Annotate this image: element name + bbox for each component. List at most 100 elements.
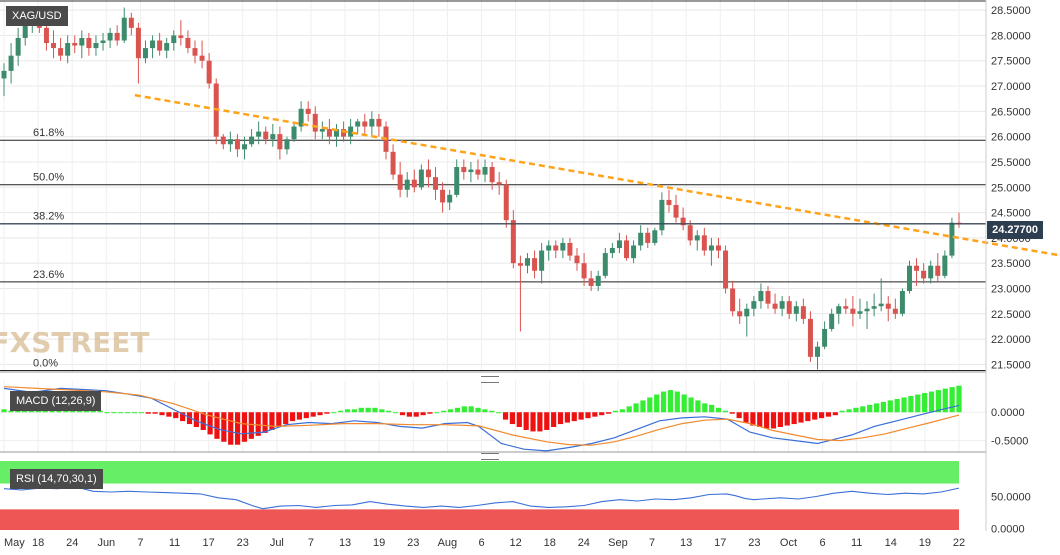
macd-hist-neg	[186, 412, 193, 425]
candle-down	[157, 40, 163, 51]
macd-hist-pos	[454, 407, 461, 413]
candle-down	[440, 189, 446, 203]
candle-up	[93, 43, 99, 49]
candle-up	[638, 232, 644, 246]
candle-down	[220, 136, 226, 145]
candle-up	[546, 245, 552, 251]
pane-resize-handle-rsi[interactable]	[481, 453, 499, 460]
price-axis-tick: 25.0000	[991, 182, 1031, 194]
macd-hist-pos	[344, 409, 351, 413]
macd-hist-neg	[289, 412, 296, 422]
macd-hist-pos	[894, 398, 900, 413]
candle-up	[468, 169, 474, 173]
candle-up	[8, 55, 14, 71]
candle-down	[723, 250, 729, 289]
macd-hist-neg	[276, 412, 282, 428]
time-axis-tick: 13	[680, 537, 692, 549]
macd-hist-neg	[214, 412, 220, 439]
time-axis-tick: 18	[544, 537, 556, 549]
fib-level-label: 50.0%	[33, 172, 64, 184]
candle-down	[510, 220, 516, 264]
macd-hist-neg	[255, 412, 261, 436]
price-axis-tick: 21.5000	[991, 359, 1031, 371]
macd-hist-neg	[544, 412, 550, 430]
candle-down	[737, 311, 743, 317]
macd-hist-pos	[338, 410, 344, 413]
macd-hist-pos	[118, 412, 124, 414]
candle-down	[72, 43, 78, 46]
candle-down	[843, 306, 849, 309]
macd-hist-neg	[578, 412, 584, 420]
time-axis-tick: 7	[137, 537, 143, 549]
pane-resize-handle-macd[interactable]	[481, 376, 499, 383]
macd-hist-pos	[461, 406, 467, 413]
macd-hist-pos	[138, 412, 145, 414]
macd-hist-neg	[234, 412, 241, 445]
fib-level-label: 38.2%	[33, 211, 64, 223]
macd-hist-neg	[152, 412, 158, 414]
candle-down	[475, 169, 481, 175]
candle-up	[79, 37, 85, 46]
macd-hist-neg	[200, 412, 206, 430]
candle-up	[829, 313, 835, 329]
price-axis-tick: 24.5000	[991, 208, 1031, 220]
macd-hist-neg	[221, 412, 227, 442]
time-axis-tick: 6	[820, 537, 826, 549]
time-axis-tick: Aug	[438, 537, 458, 549]
macd-hist-pos	[1, 409, 7, 413]
macd-hist-pos	[468, 406, 474, 413]
macd-hist-pos	[379, 409, 385, 413]
descending-trendline	[134, 93, 1060, 257]
macd-hist-pos	[681, 394, 687, 413]
macd-hist-pos	[667, 390, 674, 413]
macd-hist-neg	[166, 412, 172, 417]
candle-down	[914, 265, 920, 271]
candle-up	[404, 179, 410, 190]
macd-hist-pos	[496, 412, 502, 414]
macd-hist-pos	[619, 409, 625, 413]
price-axis-tick: 23.0000	[991, 283, 1031, 295]
macd-hist-neg	[502, 412, 509, 420]
macd-hist-pos	[956, 385, 962, 413]
candle-up	[758, 291, 764, 302]
candle-up	[242, 144, 248, 150]
price-axis-tick: 22.0000	[991, 334, 1031, 346]
candle-down	[58, 48, 64, 56]
candle-down	[800, 306, 806, 319]
macd-hist-neg	[777, 412, 783, 428]
candle-up	[539, 250, 545, 271]
macd-hist-pos	[111, 412, 117, 414]
candle-up	[227, 139, 233, 145]
candle-down	[128, 17, 134, 28]
macd-hist-pos	[15, 410, 21, 413]
macd-hist-neg	[530, 412, 536, 432]
candle-down	[935, 265, 941, 276]
macd-hist-neg	[228, 412, 234, 445]
time-axis-tick: 11	[169, 537, 180, 549]
candle-down	[489, 167, 495, 183]
macd-hist-neg	[537, 412, 543, 432]
macd-hist-pos	[49, 410, 55, 413]
macd-hist-pos	[688, 397, 694, 413]
macd-hist-pos	[447, 409, 454, 413]
macd-hist-pos	[949, 387, 955, 413]
rsi-axis-tick: 50.0000	[991, 491, 1031, 503]
candle-up	[348, 126, 354, 137]
macd-hist-pos	[76, 410, 83, 413]
fib-level-label: 23.6%	[33, 269, 64, 281]
macd-hist-neg	[564, 412, 570, 423]
candle-up	[249, 136, 255, 145]
time-axis-tick: 24	[578, 537, 590, 549]
candle-up	[142, 48, 148, 59]
candle-up	[482, 167, 488, 175]
candle-down	[135, 27, 141, 59]
time-axis-tick: 12	[509, 537, 521, 549]
time-axis-tick: 22	[953, 537, 965, 549]
candle-up	[107, 32, 113, 41]
price-axis-tick: 27.5000	[991, 56, 1031, 68]
macd-hist-neg	[736, 412, 742, 419]
macd-hist-neg	[399, 412, 406, 416]
macd-hist-pos	[331, 412, 337, 414]
candle-down	[43, 27, 49, 44]
candle-down	[624, 240, 630, 259]
